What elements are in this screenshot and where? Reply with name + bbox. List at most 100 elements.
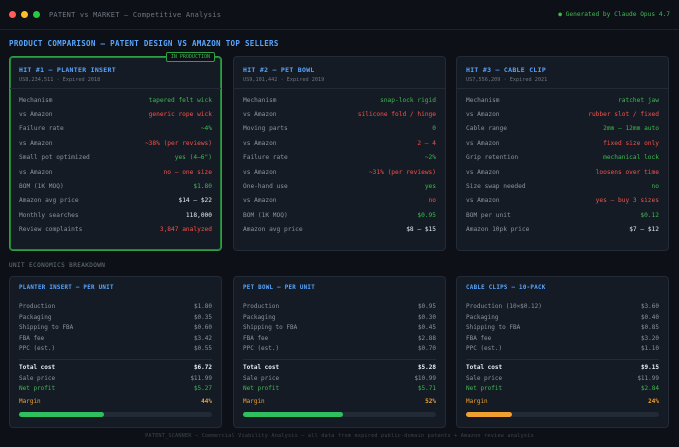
margin: Margin 44% bbox=[19, 398, 212, 409]
total-cost: Total cost $5.28 bbox=[243, 364, 436, 375]
row-label: Mechanism bbox=[243, 96, 277, 104]
row-label: Amazon 10pk price bbox=[466, 226, 530, 234]
cost-label: Production bbox=[243, 303, 280, 310]
net-profit: Net profit $5.27 bbox=[19, 385, 212, 396]
card-title: HIT #2 — PET BOWL bbox=[243, 66, 315, 74]
row-value: 2 – 4 bbox=[417, 139, 436, 147]
comparison-row: Failure rate ~2% bbox=[243, 151, 436, 165]
row-value: $1.80 bbox=[193, 183, 212, 191]
row-label: vs Amazon bbox=[19, 168, 53, 176]
row-label: Review complaints bbox=[19, 226, 83, 234]
row-label: vs Amazon bbox=[19, 139, 53, 147]
comparison-row: Mechanism snap-lock rigid bbox=[243, 93, 436, 107]
cost-row: FBA fee $3.20 bbox=[466, 335, 659, 346]
margin-label: Margin bbox=[466, 397, 488, 405]
close-window-dot[interactable] bbox=[9, 11, 16, 18]
comparison-row: vs Amazon silicone fold / hinge bbox=[243, 107, 436, 121]
comparison-row: One-hand use yes bbox=[243, 179, 436, 193]
row-label: vs Amazon bbox=[243, 197, 277, 205]
cost-value: $0.70 bbox=[417, 345, 436, 353]
row-value: yes — buy 3 sizes bbox=[595, 197, 659, 205]
cost-value: $0.95 bbox=[417, 303, 436, 310]
row-label: Failure rate bbox=[243, 154, 288, 162]
cost-value: $0.85 bbox=[640, 324, 659, 332]
comparison-row: vs Amazon ~38% (per reviews) bbox=[19, 136, 212, 150]
row-label: Size swap needed bbox=[466, 183, 526, 191]
cost-value: $3.60 bbox=[640, 303, 659, 310]
cost-label: FBA fee bbox=[19, 334, 45, 342]
row-value: $0.12 bbox=[640, 211, 659, 219]
comparison-row: Review complaints 3,847 analyzed bbox=[19, 223, 212, 237]
row-value: 3,847 analyzed bbox=[159, 226, 212, 234]
cost-row: Packaging $0.30 bbox=[243, 314, 436, 325]
comparison-rows: Mechanism tapered felt wick vs Amazon gener… bbox=[10, 89, 221, 237]
cost-label: Shipping to FBA bbox=[243, 324, 298, 332]
cost-label: Production bbox=[19, 303, 56, 310]
cost-row: Production (10×$0.12) $3.60 bbox=[466, 303, 659, 314]
sale-price: Sale price $11.99 bbox=[19, 375, 212, 386]
row-label: vs Amazon bbox=[466, 139, 500, 147]
row-value: $7 – $12 bbox=[629, 226, 659, 234]
margin-bar-fill bbox=[243, 412, 344, 418]
unit-economics-card: CABLE CLIPS — 10-PACK Production (10×$0.1… bbox=[456, 276, 669, 428]
row-value: 2mm – 12mm auto bbox=[603, 125, 659, 133]
row-label: Amazon avg price bbox=[243, 226, 303, 234]
row-value: ~31% (per reviews) bbox=[368, 168, 436, 176]
patent-subtitle: US8,234,511 · Expired 2018 bbox=[19, 77, 101, 83]
margin-bar-fill bbox=[19, 412, 104, 418]
cost-label: FBA fee bbox=[243, 334, 269, 342]
cost-label: PPC (est.) bbox=[243, 345, 280, 353]
card-title: HIT #3 — CABLE CLIP bbox=[466, 66, 547, 74]
cost-label: PPC (est.) bbox=[19, 345, 56, 353]
comparison-row: vs Amazon ~31% (per reviews) bbox=[243, 165, 436, 179]
cost-label: Packaging bbox=[466, 313, 499, 321]
cost-row: Production $1.80 bbox=[19, 303, 212, 314]
row-label: vs Amazon bbox=[243, 139, 277, 147]
product-card[interactable]: HIT #2 — PET BOWL US9,101,442 · Expired 2… bbox=[233, 56, 446, 251]
total-cost-value: $6.72 bbox=[193, 363, 212, 371]
row-value: tapered felt wick bbox=[148, 96, 212, 104]
cost-label: PPC (est.) bbox=[466, 345, 503, 353]
card-header: HIT #2 — PET BOWL US9,101,442 · Expired 2… bbox=[234, 57, 445, 89]
minimize-window-dot[interactable] bbox=[21, 11, 28, 18]
row-value: ~2% bbox=[424, 154, 436, 162]
cost-value: $0.45 bbox=[417, 324, 436, 332]
total-cost-label: Total cost bbox=[19, 363, 56, 371]
margin-value: 44% bbox=[201, 397, 212, 405]
comparison-row: Mechanism ratchet jaw bbox=[466, 93, 659, 107]
total-cost: Total cost $6.72 bbox=[19, 364, 212, 375]
card-title: PET BOWL — PER UNIT bbox=[243, 285, 316, 291]
sale-price-label: Sale price bbox=[19, 374, 56, 382]
cost-value: $3.42 bbox=[193, 334, 212, 342]
total-cost-value: $9.15 bbox=[640, 363, 659, 371]
row-label: Cable range bbox=[466, 125, 507, 133]
cost-value: $1.80 bbox=[193, 303, 212, 310]
margin-bar-track bbox=[243, 412, 436, 418]
product-card[interactable]: HIT #3 — CABLE CLIP US7,556,209 · Expired… bbox=[456, 56, 669, 251]
comparison-row: BOM (1K MOQ) $1.80 bbox=[19, 179, 212, 193]
comparison-row: vs Amazon loosens over time bbox=[466, 165, 659, 179]
cost-row: PPC (est.) $1.10 bbox=[466, 345, 659, 356]
row-label: Amazon avg price bbox=[19, 197, 79, 205]
generated-by-badge: ● Generated by Claude Opus 4.7 bbox=[558, 11, 670, 18]
divider bbox=[243, 358, 436, 360]
cost-label: FBA fee bbox=[466, 334, 492, 342]
card-title: HIT #1 — PLANTER INSERT bbox=[19, 66, 116, 74]
net-profit-label: Net profit bbox=[19, 385, 56, 393]
card-header: HIT #3 — CABLE CLIP US7,556,209 · Expired… bbox=[457, 57, 668, 89]
cost-row: Shipping to FBA $0.85 bbox=[466, 324, 659, 335]
margin-value: 24% bbox=[648, 397, 659, 405]
maximize-window-dot[interactable] bbox=[33, 11, 40, 18]
card-title: CABLE CLIPS — 10-PACK bbox=[466, 285, 546, 291]
window-title: PATENT vs MARKET — Competitive Analysis bbox=[49, 10, 222, 19]
row-label: Failure rate bbox=[19, 125, 64, 133]
row-value: ratchet jaw bbox=[618, 96, 659, 104]
cost-row: Shipping to FBA $0.60 bbox=[19, 324, 212, 335]
sale-price-label: Sale price bbox=[243, 374, 280, 382]
product-card[interactable]: IN PRODUCTION HIT #1 — PLANTER INSERT US8,… bbox=[9, 52, 222, 251]
row-label: vs Amazon bbox=[466, 168, 500, 176]
in-production-badge: IN PRODUCTION bbox=[165, 52, 215, 62]
row-label: Moving parts bbox=[243, 125, 288, 133]
row-label: BOM per unit bbox=[466, 211, 511, 219]
patent-subtitle: US7,556,209 · Expired 2021 bbox=[466, 77, 548, 83]
